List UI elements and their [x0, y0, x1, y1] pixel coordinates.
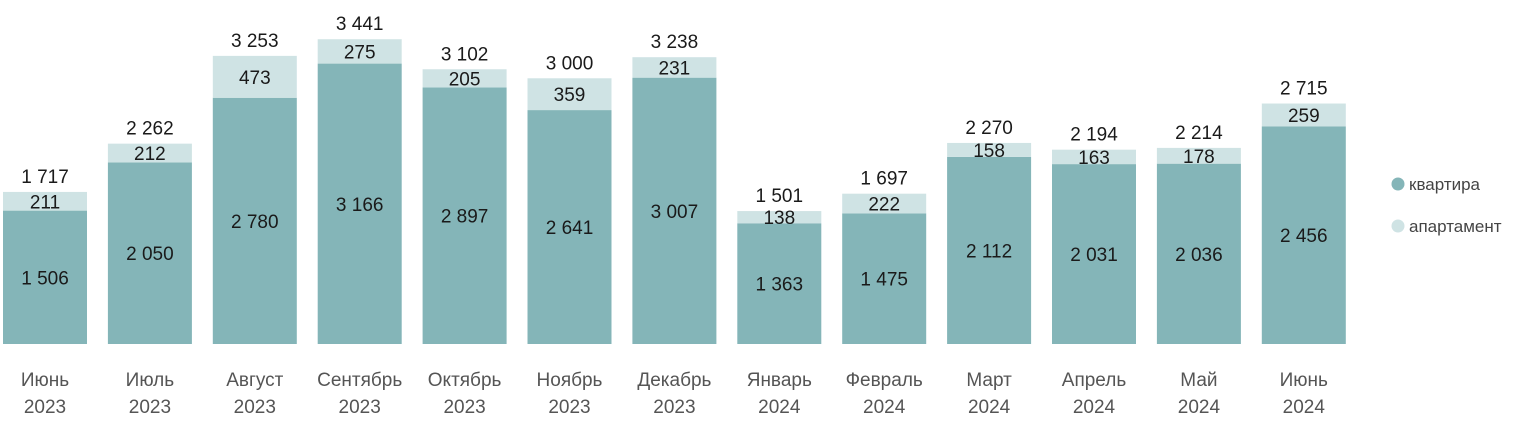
total-label: 1 717	[21, 167, 69, 188]
bar-apartament	[1052, 149, 1136, 165]
x-tick-year: 2023	[24, 397, 66, 418]
data-label-kvartira: 1 506	[21, 268, 69, 289]
data-label-apartament: 163	[1078, 148, 1110, 169]
x-tick-year: 2024	[758, 397, 801, 418]
total-label: 2 194	[1070, 125, 1118, 146]
bar-apartament	[317, 39, 402, 64]
data-label-kvartira: 2 031	[1070, 245, 1118, 266]
x-tick-year: 2023	[443, 397, 485, 418]
x-tick-year: 2023	[548, 397, 590, 418]
bar-kvartira	[212, 97, 297, 345]
x-tick-year: 2024	[1283, 397, 1326, 418]
x-tick-year: 2024	[863, 397, 906, 418]
x-tick-month: Август	[226, 370, 283, 391]
bar-kvartira	[632, 77, 717, 344]
bar-apartament	[422, 69, 507, 88]
bar-apartament	[737, 211, 822, 224]
x-tick-year: 2024	[968, 397, 1011, 418]
bar-kvartira	[107, 162, 192, 344]
x-tick-year: 2023	[129, 397, 171, 418]
data-label-apartament: 359	[554, 85, 586, 106]
x-tick-month: Октябрь	[428, 370, 502, 391]
legend-label-apartament: апартамент	[1409, 217, 1502, 236]
x-tick-year: 2024	[1178, 397, 1221, 418]
x-tick-month: Июль	[126, 370, 175, 391]
data-label-kvartira: 2 641	[546, 218, 594, 239]
total-label: 3 000	[546, 53, 594, 74]
x-tick-month: Январь	[747, 370, 812, 391]
x-tick-month: Декабрь	[637, 370, 711, 391]
data-label-apartament: 205	[449, 69, 481, 90]
total-label: 2 270	[965, 118, 1013, 139]
total-label: 3 238	[651, 32, 699, 53]
data-label-kvartira: 1 363	[756, 275, 804, 296]
x-tick-year: 2023	[653, 397, 695, 418]
bar-kvartira	[1261, 126, 1346, 345]
bar-kvartira	[422, 87, 507, 344]
data-label-kvartira: 2 780	[231, 212, 279, 233]
total-label: 2 262	[126, 119, 174, 140]
bar-apartament	[527, 78, 612, 111]
data-label-kvartira: 2 897	[441, 207, 489, 228]
bar-kvartira	[317, 63, 402, 344]
bar-apartament	[107, 143, 192, 163]
total-label: 3 102	[441, 44, 489, 65]
x-tick-year: 2023	[339, 397, 381, 418]
total-label: 1 501	[756, 186, 804, 207]
x-tick-month: Сентябрь	[317, 370, 402, 391]
bar-kvartira	[1156, 163, 1241, 344]
bar-apartament	[632, 57, 717, 78]
data-label-apartament: 158	[973, 141, 1005, 162]
data-label-kvartira: 2 036	[1175, 245, 1223, 266]
data-label-kvartira: 2 050	[126, 244, 174, 265]
data-label-apartament: 138	[763, 208, 795, 229]
bar-apartament	[842, 193, 927, 214]
x-tick-month: Ноябрь	[537, 370, 603, 391]
bar-apartament	[1156, 147, 1241, 164]
bar-kvartira	[737, 223, 822, 344]
x-tick-year: 2023	[234, 397, 276, 418]
bar-apartament	[212, 55, 297, 98]
bar-kvartira	[527, 110, 612, 344]
data-label-kvartira: 2 456	[1280, 226, 1328, 247]
data-label-kvartira: 2 112	[966, 241, 1012, 262]
total-label: 2 715	[1280, 79, 1328, 100]
bar-apartament	[3, 191, 87, 211]
bar-kvartira	[1052, 164, 1136, 344]
x-tick-month: Февраль	[846, 370, 923, 391]
data-label-apartament: 275	[344, 42, 376, 63]
bar-kvartira	[947, 156, 1032, 344]
total-label: 1 697	[860, 169, 908, 190]
bar-kvartira	[3, 210, 87, 344]
x-tick-month: Март	[966, 370, 1012, 391]
data-label-apartament: 212	[134, 144, 166, 165]
x-tick-month: Май	[1180, 370, 1217, 391]
data-label-kvartira: 1 475	[860, 270, 908, 291]
total-label: 2 214	[1175, 123, 1223, 144]
bar-apartament	[947, 142, 1032, 157]
legend-label-kvartira: квартира	[1409, 175, 1481, 194]
x-tick-month: Апрель	[1062, 370, 1127, 391]
x-tick-month: Июнь	[1280, 370, 1328, 391]
data-label-kvartira: 3 166	[336, 195, 384, 216]
data-label-kvartira: 3 007	[651, 202, 699, 223]
legend-marker-kvartira	[1391, 177, 1405, 191]
data-label-apartament: 231	[659, 58, 691, 79]
legend-marker-apartament	[1391, 219, 1405, 233]
total-label: 3 441	[336, 14, 384, 35]
x-tick-month: Июнь	[21, 370, 69, 391]
bar-apartament	[1261, 103, 1346, 127]
x-tick-year: 2024	[1073, 397, 1116, 418]
data-label-apartament: 222	[868, 195, 900, 216]
data-label-apartament: 259	[1288, 106, 1320, 127]
bar-kvartira	[842, 213, 927, 344]
data-label-apartament: 178	[1183, 147, 1215, 168]
data-label-apartament: 211	[30, 192, 60, 213]
total-label: 3 253	[231, 31, 279, 52]
data-label-apartament: 473	[239, 68, 271, 89]
